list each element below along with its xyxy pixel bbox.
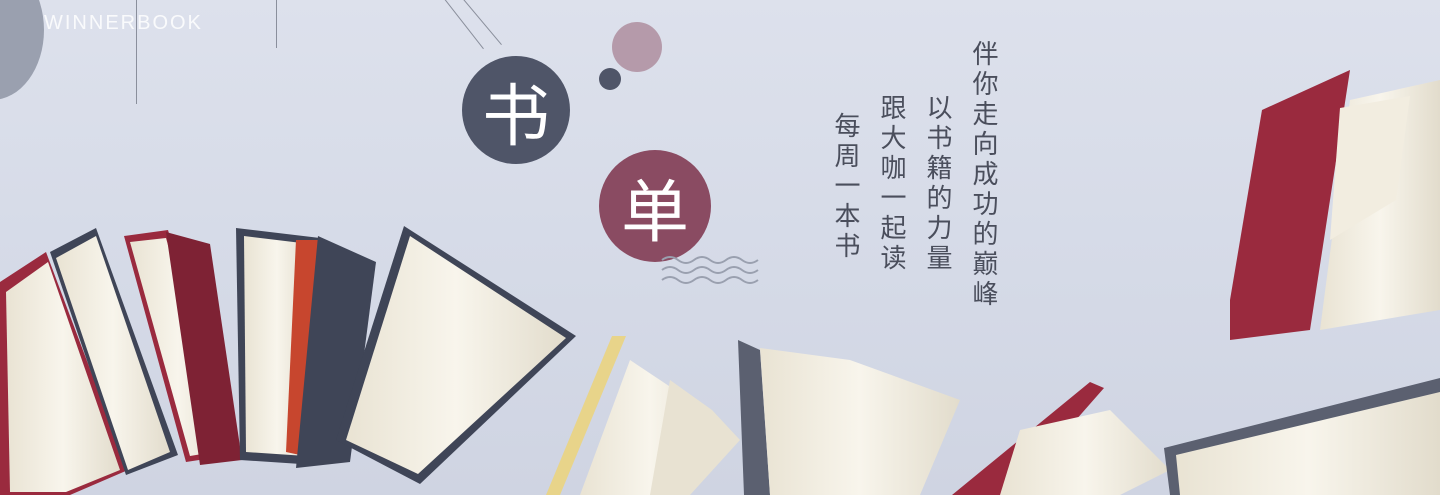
decor-line [276,0,277,48]
vertical-poem: 伴你走向成功的巅峰 以书籍的力量 跟大咖一起读 每周一本书 [820,36,1020,356]
poem-line-1: 伴你走向成功的巅峰 [968,40,998,310]
left-books [0,226,576,495]
decor-line [136,0,137,104]
brand-logo-text: WINNERBOOK [44,12,203,34]
poem-line-2: 以书籍的力量 [922,94,952,274]
decor-dot-pink [612,22,662,72]
center-books [546,336,1440,495]
wave-decoration [661,256,759,284]
poem-line-4: 每周一本书 [830,112,860,262]
decor-dot-navy [599,68,621,90]
title-char-dan: 单 [599,150,711,262]
title-char-shu: 书 [462,56,570,164]
right-book [1230,70,1440,340]
poem-line-3: 跟大咖一起读 [876,94,906,274]
